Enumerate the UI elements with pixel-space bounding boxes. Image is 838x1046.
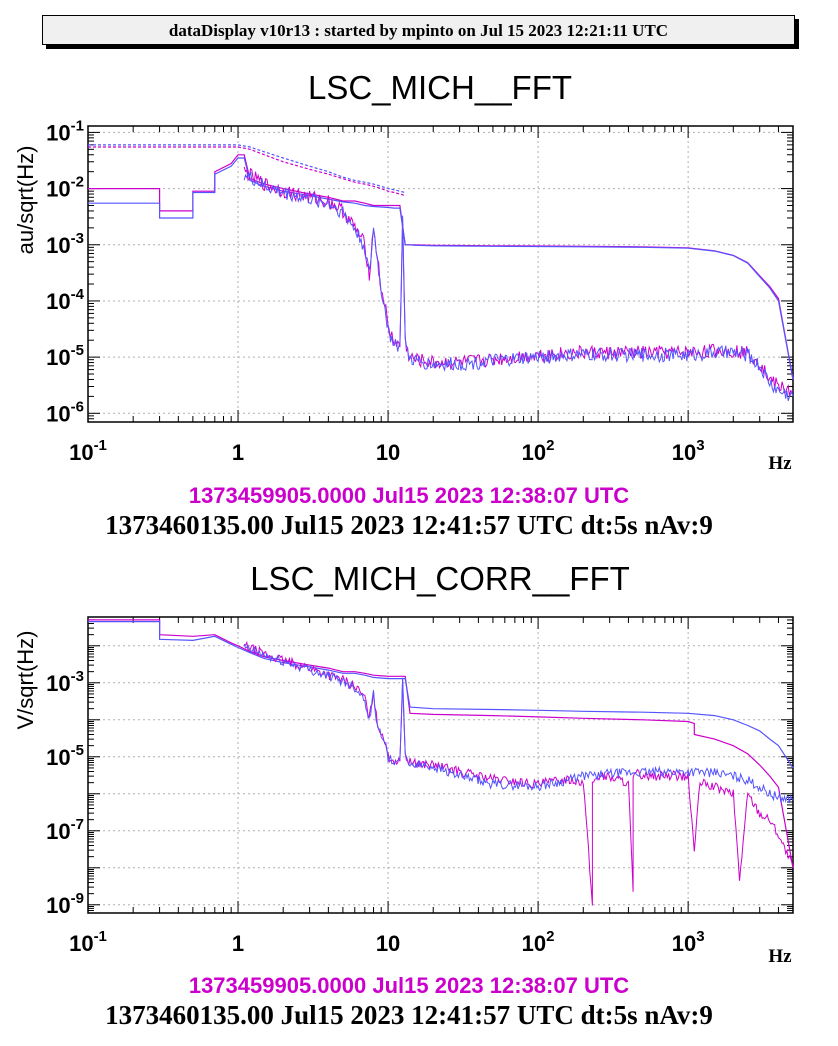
y-tick-label: 10-2 [46, 174, 84, 202]
plot-1-ref-time: 1373459905.0000 Jul15 2023 12:38:07 UTC [189, 483, 629, 508]
plot-1-cur-time: 1373460135.00 Jul15 2023 12:41:57 UTC dt… [105, 510, 713, 540]
banner: dataDisplay v10r13 : started by mpinto o… [42, 15, 795, 45]
x-tick-label: 103 [672, 928, 705, 956]
y-tick-label: 10-3 [46, 230, 84, 258]
series-line-magenta-dashed [88, 146, 406, 197]
x-tick-label: 10-1 [69, 437, 107, 465]
x-tick-label: 10 [376, 931, 400, 956]
x-tick-label: 10 [376, 440, 400, 465]
x-tick-label: 1 [232, 931, 244, 956]
x-tick-label: 102 [522, 437, 555, 465]
series-line-magenta-noise [243, 640, 794, 906]
x-tick-label: 10-1 [69, 928, 107, 956]
plot-2: LSC_MICH_CORR__FFT V/sqrt(Hz) Hz 1373459… [13, 560, 794, 1030]
plot-1-title: LSC_MICH__FFT [308, 69, 572, 106]
plot-2-ref-time: 1373459905.0000 Jul15 2023 12:38:07 UTC [189, 973, 629, 998]
plot-2-xunit: Hz [768, 946, 792, 967]
series-line-blue-solid [88, 157, 794, 380]
plot-1: LSC_MICH__FFT au/sqrt(Hz) Hz 1373459905.… [13, 69, 794, 540]
y-tick-label: 10-9 [46, 890, 84, 918]
plot-1-xunit: Hz [768, 453, 792, 474]
series-line-blue-noise [243, 171, 794, 401]
plot-2-frame [87, 616, 794, 914]
plot-2-cur-time: 1373460135.00 Jul15 2023 12:41:57 UTC dt… [105, 1000, 713, 1030]
x-tick-label: 1 [232, 440, 244, 465]
y-tick-label: 10-5 [46, 742, 84, 770]
y-tick-label: 10-1 [46, 117, 84, 145]
series-line-blue-solid [88, 621, 794, 769]
x-tick-label: 102 [522, 928, 555, 956]
series-line-blue-noise [243, 643, 794, 804]
plot-1-ylabel: au/sqrt(Hz) [13, 146, 38, 255]
y-tick-label: 10-5 [46, 342, 84, 370]
y-tick-label: 10-6 [46, 398, 84, 426]
plot-1-frame [87, 125, 794, 423]
y-tick-label: 10-4 [46, 286, 84, 314]
x-tick-label: 103 [672, 437, 705, 465]
series-line-blue-dashed [88, 144, 406, 194]
plot-2-ylabel: V/sqrt(Hz) [13, 631, 38, 730]
plot-2-title: LSC_MICH_CORR__FFT [250, 560, 630, 597]
y-tick-label: 10-7 [46, 816, 84, 844]
series-line-magenta-solid [88, 619, 794, 868]
y-tick-label: 10-3 [46, 668, 84, 696]
